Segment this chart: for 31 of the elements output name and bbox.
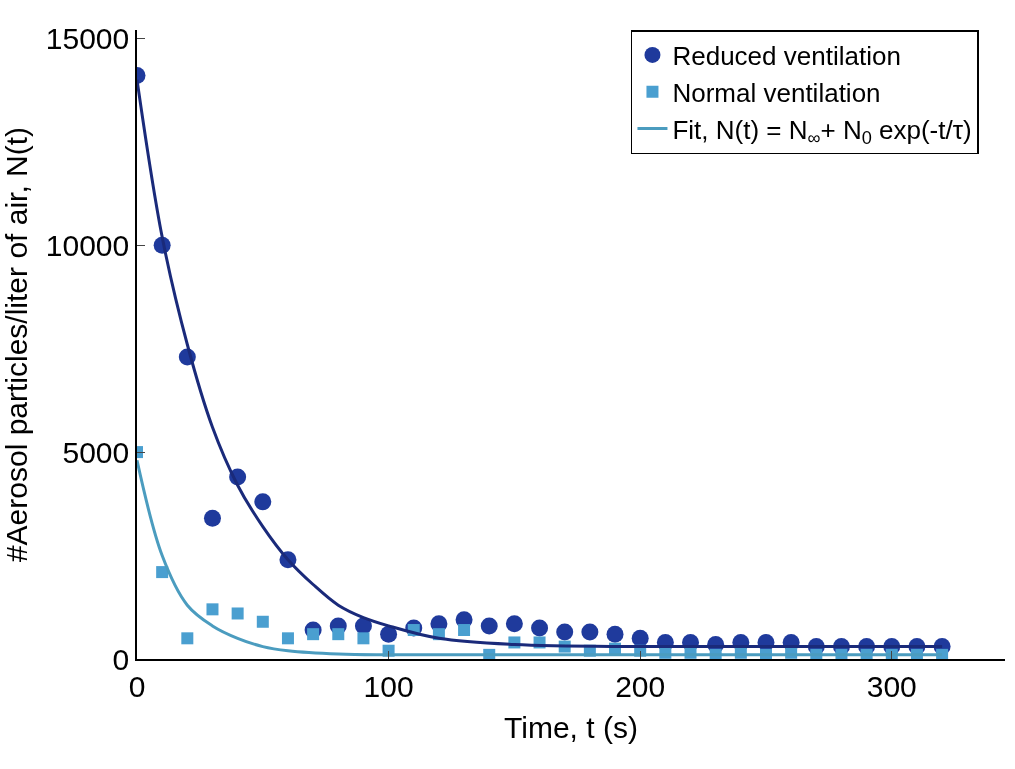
point	[203, 509, 221, 527]
y-axis-title: #Aerosol particles/liter of air, N(t)	[0, 126, 33, 563]
x-tick-label: 100	[363, 669, 414, 703]
point	[606, 625, 624, 643]
point	[206, 603, 219, 616]
point	[505, 615, 523, 633]
y-tick-label: 10000	[45, 228, 130, 262]
y-tick-label: 5000	[62, 435, 130, 469]
legend-label: Reduced ventilation	[672, 41, 901, 72]
point	[556, 623, 574, 641]
x-tick-label: 300	[866, 669, 917, 703]
point	[357, 632, 370, 645]
y-tick-label: 15000	[45, 21, 130, 55]
point	[254, 493, 272, 511]
point	[380, 625, 398, 643]
point	[332, 628, 345, 641]
point	[631, 629, 649, 647]
point	[480, 617, 498, 635]
y-tick-label: 0	[112, 642, 130, 676]
x-tick-label: 200	[615, 669, 666, 703]
point	[581, 623, 599, 641]
point	[231, 607, 244, 620]
point	[531, 619, 549, 637]
point	[256, 615, 269, 628]
point	[281, 632, 294, 645]
legend-label: Fit, N(t) = N$_{∞}$+ N$_{0}$ exp(-t/τ)	[672, 114, 972, 149]
legend-label: Normal ventilation	[672, 77, 881, 108]
x-axis-title: Time, t (s)	[504, 710, 638, 744]
point	[458, 624, 471, 637]
point	[181, 632, 194, 645]
point	[156, 566, 169, 579]
